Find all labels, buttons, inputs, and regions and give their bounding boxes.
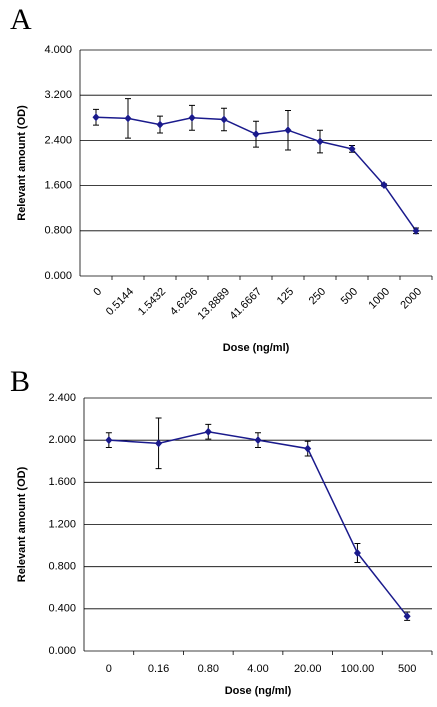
- series-line: [108, 430, 408, 617]
- x-tick-label: 125: [275, 286, 296, 307]
- y-tick-label: 0.400: [48, 603, 76, 615]
- data-point: [220, 115, 228, 124]
- x-axis-title: Dose (ng/ml): [225, 685, 292, 697]
- y-axis-title: Relevant amount (OD): [16, 105, 28, 221]
- y-tick-label: 0.000: [44, 270, 72, 282]
- data-point: [204, 427, 212, 436]
- x-tick-label: 0: [91, 286, 104, 299]
- y-tick-label: 0.000: [48, 645, 76, 657]
- x-tick-label: 1.5432: [136, 286, 168, 318]
- data-point: [348, 144, 356, 153]
- y-tick-label: 0.800: [44, 225, 72, 237]
- data-point: [155, 439, 163, 448]
- data-point: [92, 113, 100, 122]
- x-tick-label: 500: [398, 663, 416, 675]
- x-tick-label: 0.16: [148, 663, 169, 675]
- x-tick-label: 4.00: [247, 663, 268, 675]
- x-tick-label: 13.8889: [196, 286, 233, 323]
- x-axis-title: Dose (ng/ml): [223, 342, 290, 354]
- x-tick-label: 0.80: [198, 663, 219, 675]
- x-tick-label: 250: [307, 286, 328, 307]
- data-point: [105, 436, 113, 445]
- x-tick-label: 0.5144: [104, 286, 136, 318]
- data-point: [304, 444, 312, 453]
- y-tick-label: 1.600: [48, 476, 76, 488]
- y-tick-label: 1.200: [48, 518, 76, 530]
- x-tick-label: 0: [106, 663, 112, 675]
- data-point: [353, 548, 361, 557]
- x-tick-label: 20.00: [294, 663, 322, 675]
- x-tick-label: 2000: [398, 286, 424, 312]
- data-point: [254, 436, 262, 445]
- x-tick-label: 1000: [366, 286, 392, 312]
- data-point: [156, 120, 164, 129]
- data-point: [403, 612, 411, 621]
- y-tick-label: 2.400: [44, 134, 72, 146]
- data-point: [412, 226, 420, 235]
- y-axis-title: Relevant amount (OD): [16, 466, 28, 582]
- data-point: [380, 181, 388, 190]
- y-tick-label: 3.200: [44, 89, 72, 101]
- y-tick-label: 2.000: [48, 434, 76, 446]
- y-tick-label: 1.600: [44, 180, 72, 192]
- y-tick-label: 0.800: [48, 561, 76, 573]
- data-point: [284, 126, 292, 135]
- x-tick-label: 41.6667: [228, 286, 265, 323]
- y-tick-label: 4.000: [44, 44, 72, 56]
- x-tick-label: 100.00: [341, 663, 375, 675]
- data-point: [252, 130, 260, 139]
- y-tick-label: 2.400: [48, 392, 76, 404]
- data-point: [124, 114, 132, 123]
- data-point: [316, 137, 324, 146]
- panel-label: A: [10, 3, 32, 36]
- panel-label: B: [10, 365, 30, 398]
- x-tick-label: 500: [339, 286, 360, 307]
- data-point: [188, 113, 196, 122]
